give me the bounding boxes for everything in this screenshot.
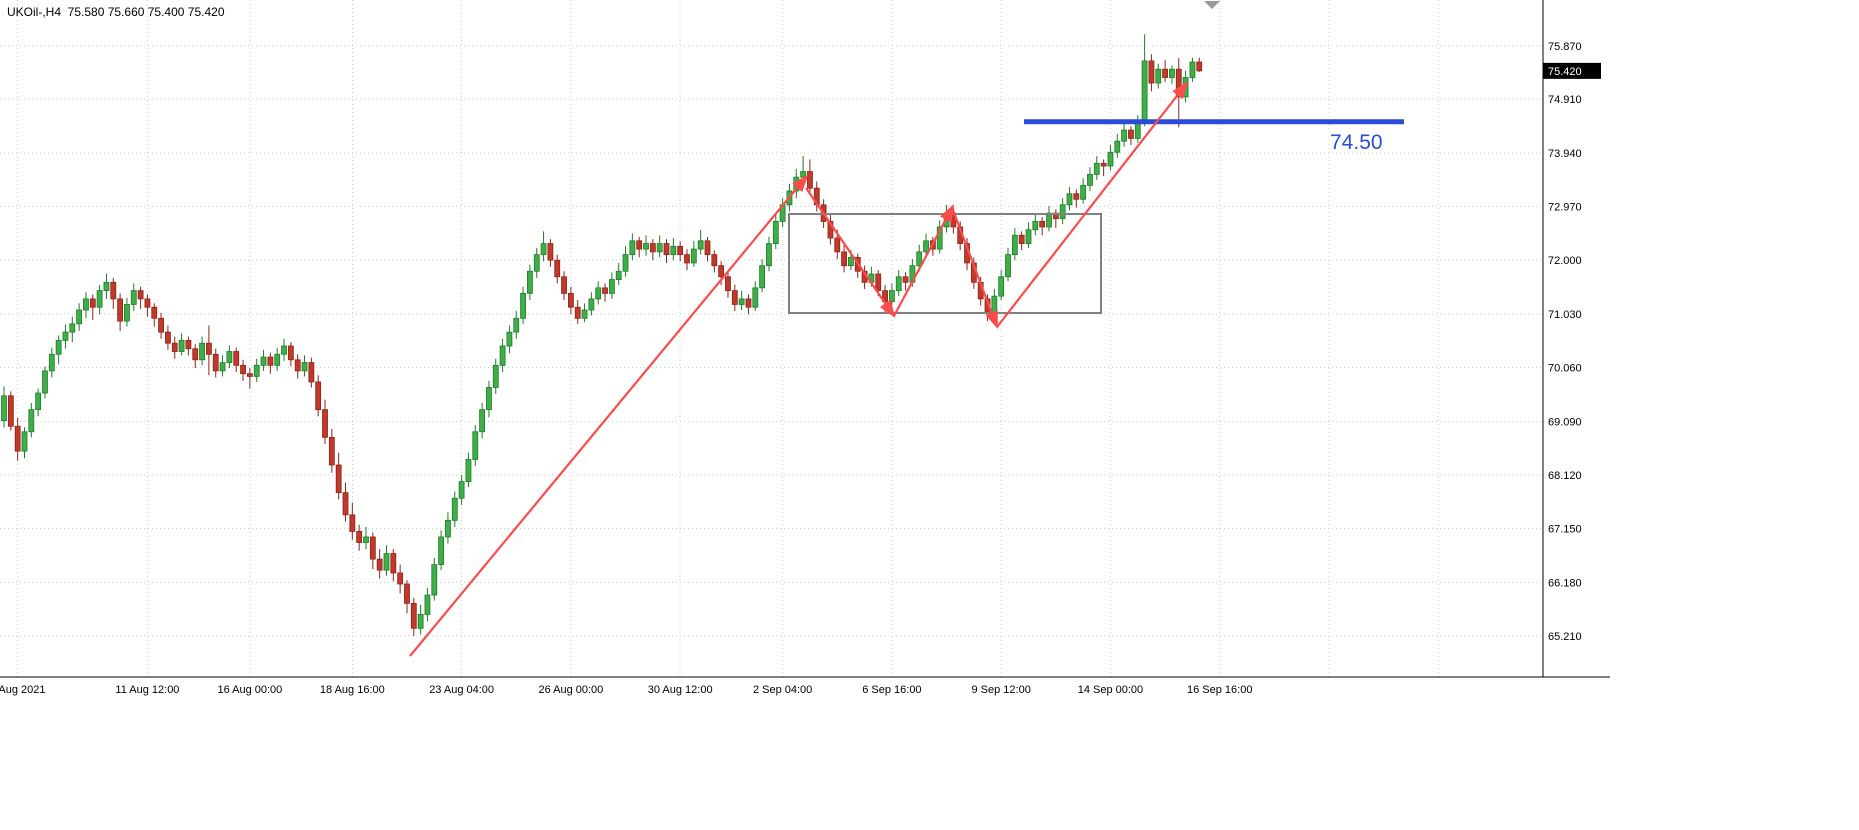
time-tick-label: 6 Sep 16:00 <box>862 684 921 696</box>
trend-arrow[interactable] <box>805 187 896 318</box>
scroll-marker-icon[interactable] <box>1204 1 1220 9</box>
current-price-tag: 75.420 <box>1543 62 1601 79</box>
time-tick-label: 11 Aug 12:00 <box>115 684 179 696</box>
time-tick-label: 18 Aug 16:00 <box>320 684 385 696</box>
time-tick-label: 16 Sep 16:00 <box>1187 684 1252 696</box>
price-level-label: 74.50 <box>1330 131 1383 154</box>
trend-arrow[interactable] <box>951 209 999 330</box>
time-tick-label: 26 Aug 00:00 <box>538 684 603 696</box>
consolidation-rectangle[interactable] <box>788 213 1102 314</box>
price-tick-label: 69.090 <box>1548 416 1582 428</box>
time-tick-label: 2 Sep 04:00 <box>753 684 812 696</box>
time-tick-label: 3 Aug 2021 <box>0 684 45 696</box>
time-tick-label: 14 Sep 00:00 <box>1078 684 1143 696</box>
price-tick-label: 70.060 <box>1548 363 1582 375</box>
time-tick-label: 23 Aug 04:00 <box>429 684 494 696</box>
price-tick-label: 75.870 <box>1548 41 1582 53</box>
trend-arrow[interactable] <box>996 81 1189 328</box>
time-tick-label: 16 Aug 00:00 <box>217 684 282 696</box>
price-tick-label: 67.150 <box>1548 524 1582 536</box>
price-tick-label: 65.210 <box>1548 631 1582 643</box>
symbol-ohlc-readout: UKOil-,H4 75.580 75.660 75.400 75.420 <box>7 5 225 19</box>
trend-arrow[interactable] <box>893 204 955 317</box>
price-tick-label: 73.940 <box>1548 148 1582 160</box>
grid <box>0 0 1543 677</box>
time-tick-label: 9 Sep 12:00 <box>972 684 1031 696</box>
price-tick-label: 72.000 <box>1548 255 1582 267</box>
price-tick-label: 72.970 <box>1548 201 1582 213</box>
candlestick-series <box>1 34 1203 637</box>
time-axis-labels[interactable]: 3 Aug 2021 11 Aug 12:00 16 Aug 00:00 18 Aug… <box>0 684 1252 696</box>
trend-arrow[interactable] <box>409 174 809 657</box>
price-tick-label: 68.120 <box>1548 470 1582 482</box>
price-axis-labels[interactable]: 75.870 74.910 73.940 72.970 72.000 71.030 70.0… <box>1548 41 1582 643</box>
price-tick-label: 74.910 <box>1548 94 1582 106</box>
trend-arrows <box>409 81 1189 657</box>
price-tick-label: 66.180 <box>1548 577 1582 589</box>
time-tick-label: 30 Aug 12:00 <box>648 684 713 696</box>
svg-text:75.420: 75.420 <box>1548 66 1582 78</box>
price-tick-label: 71.030 <box>1548 309 1582 321</box>
